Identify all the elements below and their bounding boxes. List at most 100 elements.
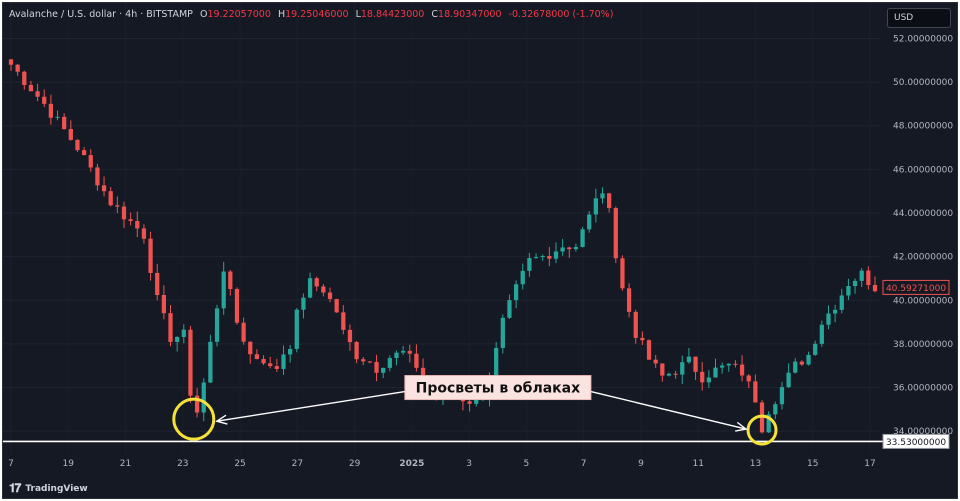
candle-body [381, 367, 386, 373]
candle-body [407, 350, 412, 354]
candle-body [607, 193, 612, 209]
x-tick-label: 25 [234, 459, 245, 469]
candle [394, 350, 399, 366]
candle [507, 294, 512, 320]
candle-body [221, 271, 226, 309]
candle-body [673, 373, 678, 375]
candle [175, 336, 180, 352]
candle [68, 120, 73, 141]
candle [799, 360, 805, 366]
x-tick-label: 23 [177, 459, 188, 469]
candle [746, 374, 751, 389]
change-value: -0.32678000 (-1.70%) [508, 9, 614, 20]
symbol-header: Avalanche / U.S. dollar · 4h · BITSTAMP … [9, 9, 613, 20]
candle-body [474, 399, 479, 404]
candle [626, 283, 632, 318]
candle [640, 331, 645, 346]
candle-body [374, 361, 379, 373]
candle [839, 288, 844, 314]
candle [573, 243, 579, 252]
candle [75, 139, 80, 152]
candle-body [806, 354, 811, 365]
candle [520, 263, 525, 290]
candle-body [394, 352, 399, 359]
candle [168, 305, 173, 347]
candle-body [81, 150, 87, 156]
candle [228, 269, 233, 296]
price-chart[interactable]: 33.53000000 40.59271000 Просветы в облаках… [3, 3, 957, 498]
candle-body [301, 297, 306, 310]
current-price-badge [882, 279, 950, 295]
candle [733, 360, 738, 368]
x-tick-label: 13 [750, 459, 761, 469]
candle-body [22, 71, 27, 85]
candle [786, 363, 791, 388]
candle [155, 263, 160, 301]
candle [513, 280, 519, 309]
candle [261, 355, 266, 366]
candle-body [739, 364, 745, 376]
candle [221, 261, 226, 315]
candle-body [288, 348, 293, 355]
candle-body [175, 336, 180, 342]
candle-body [527, 258, 532, 271]
candle [553, 242, 559, 264]
candle [55, 110, 60, 121]
candle-body [706, 377, 711, 383]
candle-body [294, 309, 299, 349]
candle-body [600, 193, 605, 199]
x-tick-label: 19 [63, 459, 75, 469]
x-tick-label: 9 [638, 459, 644, 469]
callout-box [404, 375, 592, 401]
candle [188, 325, 193, 404]
candle-body [620, 258, 625, 289]
candle [580, 226, 585, 248]
candle-body [653, 359, 658, 364]
candle-body [560, 247, 565, 252]
candle-body [168, 313, 173, 342]
candle-body [686, 356, 692, 363]
candle [593, 188, 598, 223]
close-value: 18.90347000 [438, 9, 502, 20]
candle-body [248, 341, 253, 355]
candle-body [852, 280, 858, 287]
candle-body [520, 270, 525, 285]
candle-body [62, 116, 67, 130]
tradingview-logo[interactable]: 𝟏𝟕 TradingView [9, 481, 88, 496]
arrow-left-head [215, 414, 228, 425]
candle [88, 149, 93, 172]
candle-body [42, 96, 47, 104]
candle-body [161, 295, 166, 314]
candle [779, 381, 785, 410]
candle [248, 341, 253, 364]
candle [686, 348, 692, 364]
candle-body [155, 272, 160, 296]
candle-body [832, 309, 838, 314]
candle [400, 346, 406, 355]
candle [813, 340, 818, 356]
x-tick-label: 2025 [399, 459, 424, 469]
candle [274, 358, 279, 372]
candle [321, 283, 326, 297]
candle [214, 304, 220, 347]
open-label: O [199, 9, 208, 20]
candle [653, 354, 658, 368]
candle [633, 309, 638, 344]
candle-body [513, 284, 519, 301]
candle [700, 362, 705, 391]
x-tick-label: 27 [292, 459, 303, 469]
highlight-circle [746, 414, 778, 446]
x-tick-label: 11 [692, 459, 703, 469]
candle [141, 224, 147, 244]
currency-button[interactable]: USD [887, 8, 951, 28]
arrow-right-shaft [590, 390, 747, 430]
candle-body [101, 185, 107, 192]
candle [81, 147, 87, 156]
low-label: L [355, 9, 361, 20]
candle [28, 80, 34, 92]
candle [108, 187, 113, 207]
candle [334, 298, 339, 313]
candle [846, 278, 851, 301]
candle [852, 278, 858, 294]
candle-body [95, 167, 100, 186]
